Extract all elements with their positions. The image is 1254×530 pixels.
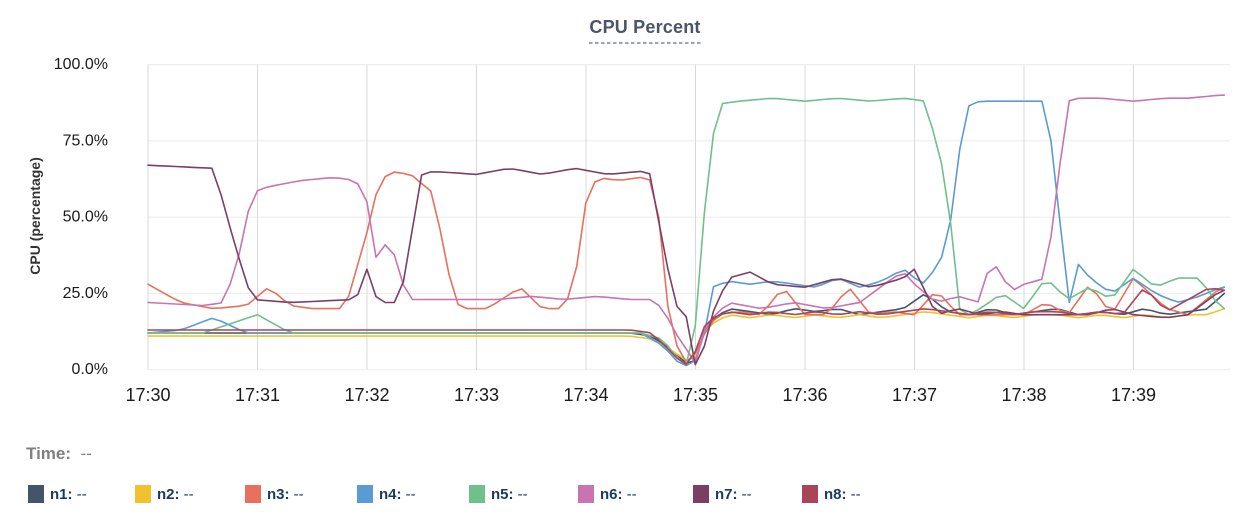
svg-text:17:32: 17:32 [344, 385, 389, 405]
svg-text:50.0%: 50.0% [63, 209, 108, 226]
svg-text:17:38: 17:38 [1001, 385, 1046, 405]
svg-text:75.0%: 75.0% [63, 132, 108, 149]
svg-text:17:33: 17:33 [454, 385, 499, 405]
svg-text:0.0%: 0.0% [72, 361, 108, 378]
svg-text:17:34: 17:34 [563, 385, 608, 405]
svg-text:17:31: 17:31 [235, 385, 280, 405]
svg-text:17:36: 17:36 [782, 385, 827, 405]
svg-text:17:30: 17:30 [125, 385, 170, 405]
svg-text:17:39: 17:39 [1111, 385, 1156, 405]
svg-text:100.0%: 100.0% [54, 56, 108, 73]
svg-text:17:35: 17:35 [673, 385, 718, 405]
svg-text:17:37: 17:37 [892, 385, 937, 405]
svg-text:25.0%: 25.0% [63, 285, 108, 302]
